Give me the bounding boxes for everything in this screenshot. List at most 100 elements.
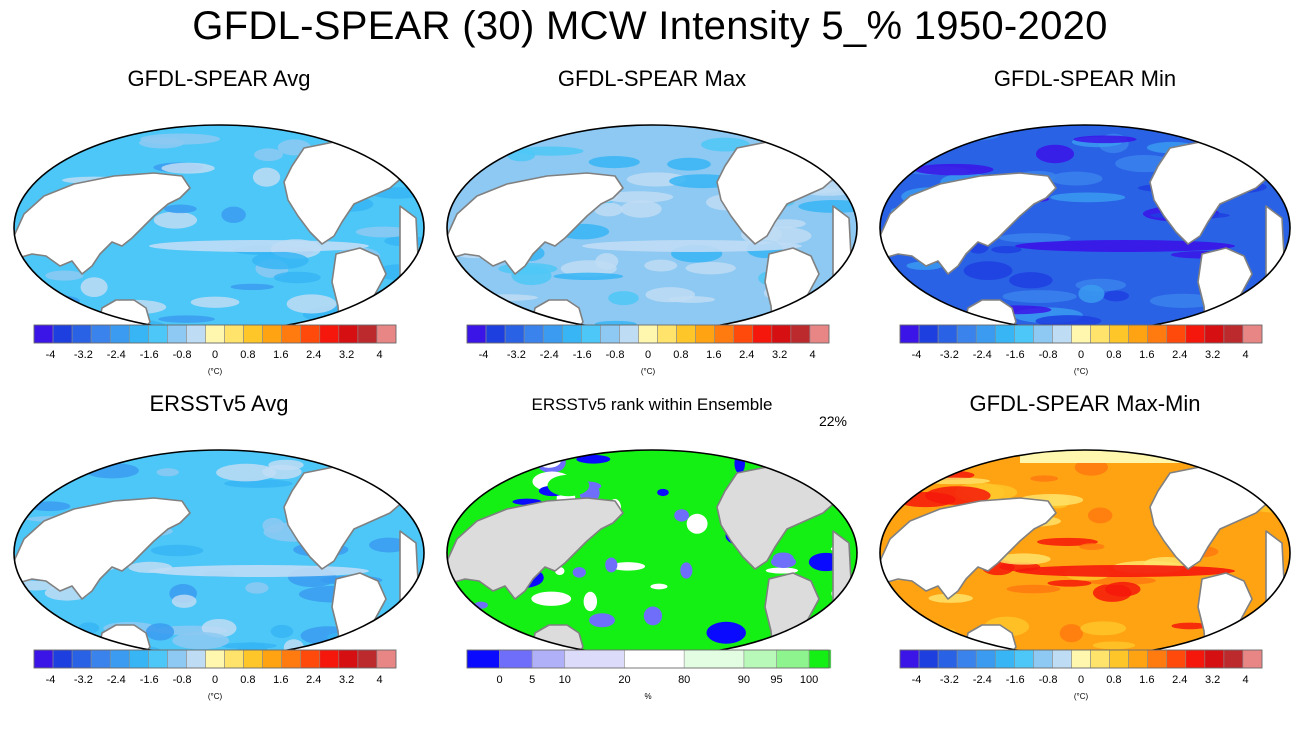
colorbar-tick-label: -3.2 xyxy=(507,349,526,361)
colorbar-tick-label: -2.4 xyxy=(540,349,559,361)
colorbar-tick-label: -4 xyxy=(46,674,56,686)
colorbar-tick-label: -0.8 xyxy=(606,349,625,361)
colorbar-tick-label: -1.6 xyxy=(1006,349,1025,361)
field-patch xyxy=(643,606,663,626)
colorbar-swatch xyxy=(994,324,1015,344)
colorbar-swatch xyxy=(300,649,321,669)
colorbar: 0 5 10 20 80 90 95 100% xyxy=(466,649,832,701)
colorbar-swatch xyxy=(809,324,830,344)
colorbar-frame xyxy=(899,649,1263,669)
colorbar-tick-label: -3.2 xyxy=(74,349,93,361)
field-patch xyxy=(14,454,65,461)
colorbar-swatch xyxy=(1052,649,1072,669)
colorbar-swatch xyxy=(52,324,73,344)
colorbar-swatch xyxy=(1014,324,1034,344)
colorbar-tick-label: 0.8 xyxy=(1106,674,1121,686)
field-patch xyxy=(644,259,678,272)
colorbar-swatch xyxy=(205,324,225,344)
colorbar-swatch xyxy=(564,649,625,669)
colorbar-swatch xyxy=(638,324,658,344)
colorbar-tick-label: -2.4 xyxy=(107,674,126,686)
field-patch xyxy=(605,542,629,551)
colorbar: -4 -3.2 -2.4 -1.6 -0.8 0 0.8 1.6 2.4 3.2 4 (°C) xyxy=(899,324,1263,376)
colorbar-swatch xyxy=(90,324,111,344)
field-patch xyxy=(161,162,215,174)
field-patch xyxy=(602,191,674,203)
field-patch xyxy=(899,626,956,636)
colorbar-swatch xyxy=(523,324,544,344)
colorbar-tick-label: -1.6 xyxy=(573,349,592,361)
field-patch xyxy=(768,219,806,229)
land-mass xyxy=(1229,456,1271,480)
map-group xyxy=(879,449,1291,657)
colorbar-tick-label: 0.8 xyxy=(673,349,688,361)
panel-obs: ERSSTv5 Avg -4 -3.2 -2.4 -1.6 -0.8 0 0.8 1.6 2.4… xyxy=(4,389,434,729)
panel-title: ERSSTv5 Avg xyxy=(149,391,289,416)
land-mass xyxy=(880,497,1057,600)
colorbar-unit-label: (°C) xyxy=(208,367,223,376)
field-patch xyxy=(171,594,197,608)
colorbar-swatch xyxy=(918,649,939,669)
field-patch xyxy=(1074,458,1108,476)
colorbar: -4 -3.2 -2.4 -1.6 -0.8 0 0.8 1.6 2.4 3.2 4 (°C) xyxy=(899,649,1263,701)
panel-title: GFDL-SPEAR Max-Min xyxy=(969,391,1201,416)
colorbar-frame xyxy=(466,324,830,344)
ocean-field xyxy=(447,450,857,656)
colorbar-swatch xyxy=(186,324,206,344)
map-min: -4 -3.2 -2.4 -1.6 -0.8 0 0.8 1.6 2.4 3.2 4 (°C) xyxy=(879,124,1291,376)
colorbar: -4 -3.2 -2.4 -1.6 -0.8 0 0.8 1.6 2.4 3.2 4 (°C) xyxy=(33,324,397,376)
land-mass xyxy=(447,497,624,600)
field-patch xyxy=(1171,622,1208,630)
field-patch xyxy=(589,613,615,628)
field-patch xyxy=(963,261,1013,281)
colorbar-unit-label: (°C) xyxy=(641,367,656,376)
colorbar-swatch xyxy=(733,324,754,344)
field-patch xyxy=(934,130,1000,142)
colorbar-swatch xyxy=(937,649,958,669)
field-patch xyxy=(1035,315,1102,327)
colorbar-frame xyxy=(33,324,397,344)
colorbar-tick-label: 0 xyxy=(1078,674,1084,686)
colorbar-swatch xyxy=(1033,324,1053,344)
field-patch xyxy=(190,296,240,308)
field-patch xyxy=(657,488,669,497)
colorbar-swatch xyxy=(918,324,939,344)
field-patch xyxy=(138,137,185,149)
colorbar-swatch xyxy=(71,649,92,669)
field-patch xyxy=(614,522,627,544)
colorbar-tick-label: -2.4 xyxy=(973,349,992,361)
colorbar-swatch xyxy=(262,324,282,344)
field-patch xyxy=(459,635,498,648)
colorbar-tick-label: 1.6 xyxy=(1139,674,1154,686)
field-patch xyxy=(1050,192,1126,203)
colorbar-swatch xyxy=(600,324,620,344)
field-patch xyxy=(1073,135,1137,144)
colorbar-tick-label: 4 xyxy=(1242,349,1248,361)
ocean-field xyxy=(14,125,424,331)
colorbar-unit-label: (°C) xyxy=(1074,367,1089,376)
panel-min: GFDL-SPEAR Min -4 -3.2 -2.4 -1.6 -0.8 0 0.8 1.6… xyxy=(870,64,1300,404)
field-patch xyxy=(1009,272,1053,289)
colorbar-tick-label: 5 xyxy=(529,674,535,686)
colorbar-tick-label: 4 xyxy=(1242,674,1248,686)
field-patch xyxy=(507,148,536,162)
colorbar-tick-label: 3.2 xyxy=(772,349,787,361)
field-patch xyxy=(153,211,198,229)
colorbar-swatch xyxy=(1128,324,1148,344)
colorbar-swatch xyxy=(52,649,73,669)
field-patch xyxy=(686,513,708,534)
colorbar-swatch xyxy=(1242,649,1263,669)
colorbar-swatch xyxy=(186,649,206,669)
colorbar-tick-label: 2.4 xyxy=(1172,674,1187,686)
field-patch xyxy=(1059,624,1083,643)
colorbar-swatch xyxy=(1071,649,1091,669)
map-rank: 0 5 10 20 80 90 95 100% xyxy=(446,449,858,701)
colorbar-tick-label: -3.2 xyxy=(74,674,93,686)
colorbar-swatch xyxy=(899,649,920,669)
panel-title: GFDL-SPEAR Avg xyxy=(127,66,311,91)
land-mass xyxy=(447,172,624,275)
colorbar-tick-label: -0.8 xyxy=(173,349,192,361)
field-patch xyxy=(41,317,96,325)
field-patch xyxy=(594,202,623,217)
colorbar-tick-label: 0 xyxy=(212,674,218,686)
